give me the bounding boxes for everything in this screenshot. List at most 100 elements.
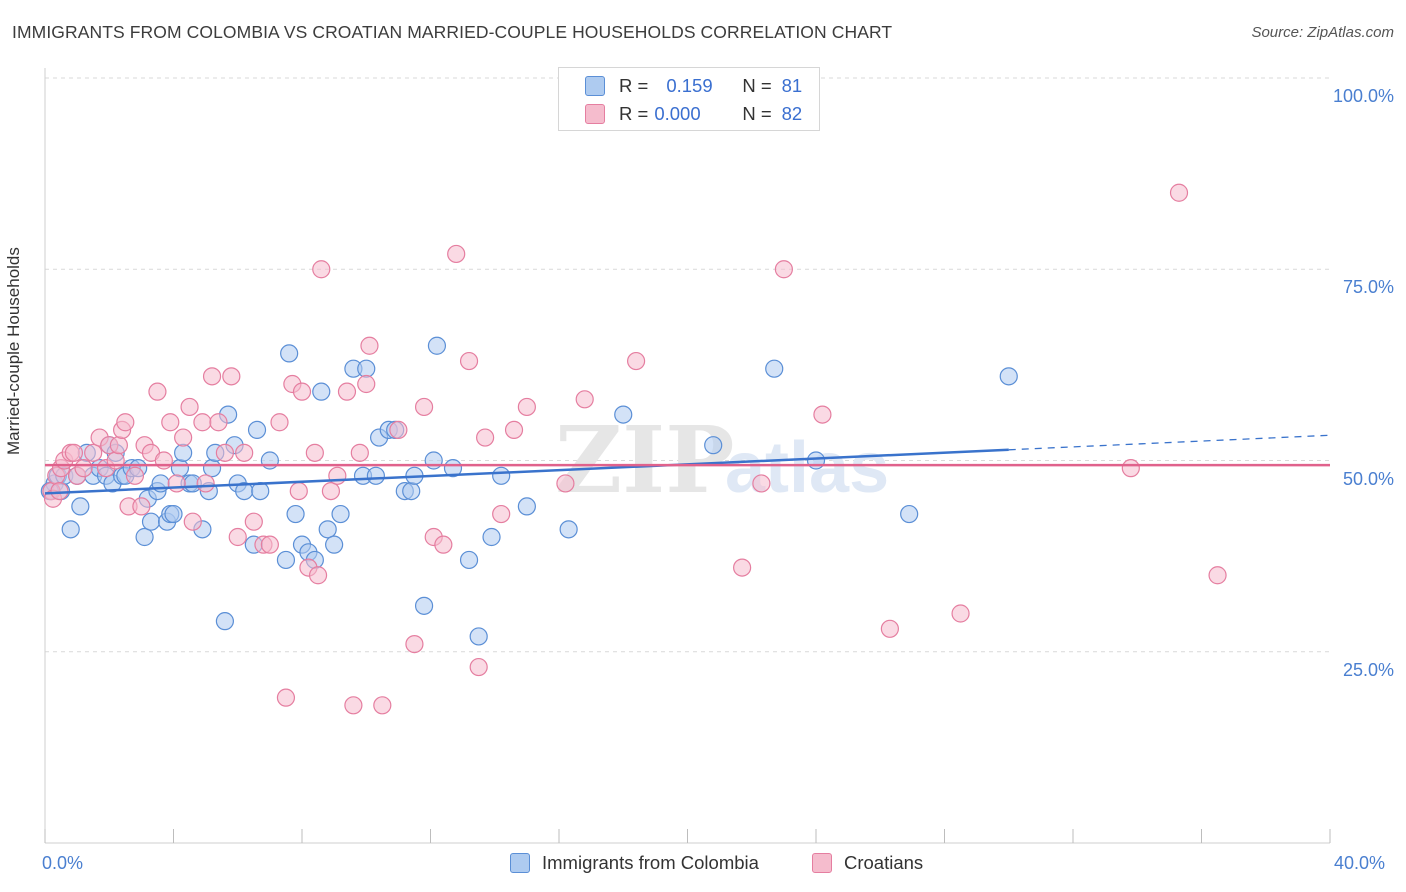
- legend-row-croatians: R = 0.000 N = 82: [559, 100, 802, 128]
- data-point: [215, 612, 234, 631]
- grid-lines: [45, 77, 1330, 653]
- data-point: [161, 413, 180, 432]
- data-point: [373, 696, 392, 715]
- legend-r-value: 0.159: [666, 75, 713, 96]
- data-point: [447, 244, 466, 264]
- data-point: [260, 451, 279, 470]
- svg-text:ZIP: ZIP: [555, 406, 734, 514]
- data-point: [154, 451, 173, 470]
- data-point: [125, 466, 145, 485]
- series-colombia-points: [40, 336, 1018, 646]
- data-point: [414, 397, 434, 417]
- legend-n-label: N =: [742, 103, 772, 124]
- data-point: [328, 466, 347, 485]
- data-point: [1169, 183, 1189, 202]
- data-point: [556, 474, 575, 493]
- data-point: [202, 459, 222, 478]
- legend-swatch-blue: [585, 76, 605, 96]
- data-point: [215, 443, 234, 462]
- data-point: [389, 420, 408, 439]
- data-point: [469, 627, 488, 646]
- data-point: [167, 474, 186, 493]
- legend-r-value: 0.000: [654, 103, 701, 124]
- data-point: [476, 428, 495, 447]
- y-tick-label: 100.0%: [1332, 86, 1394, 106]
- data-point: [174, 443, 193, 462]
- data-point: [366, 466, 385, 485]
- data-point: [308, 566, 328, 585]
- bottom-legend-label: Immigrants from Colombia: [542, 852, 759, 873]
- svg-text:atlas: atlas: [725, 428, 889, 508]
- data-point: [350, 443, 369, 462]
- data-point: [244, 512, 263, 531]
- data-point: [132, 497, 151, 516]
- correlation-legend: R = 0.159 N = 81 R = 0.000 N = 82: [558, 67, 820, 131]
- data-point: [292, 382, 312, 401]
- bottom-legend-croatians: Croatians: [812, 852, 923, 874]
- legend-r-label: R =: [619, 75, 649, 96]
- legend-n-value: 82: [781, 103, 803, 124]
- data-point: [459, 351, 479, 371]
- bottom-legend-swatch-pink: [812, 853, 832, 873]
- data-point: [459, 550, 479, 570]
- axes: [44, 68, 1331, 844]
- data-point: [900, 504, 919, 524]
- data-point: [280, 344, 299, 363]
- data-point: [84, 443, 103, 462]
- data-point: [1121, 459, 1140, 478]
- data-point: [999, 367, 1018, 386]
- trend-line-colombia-extension: [1008, 434, 1331, 451]
- data-point: [575, 390, 594, 409]
- data-point: [74, 459, 93, 478]
- legend-swatch-pink: [585, 104, 605, 124]
- data-point: [193, 413, 212, 432]
- data-point: [109, 436, 128, 455]
- data-point: [50, 482, 69, 501]
- data-point: [318, 520, 337, 539]
- data-point: [469, 657, 488, 677]
- data-point: [170, 459, 190, 478]
- data-point: [202, 367, 222, 386]
- data-point: [813, 405, 832, 424]
- data-point: [704, 436, 723, 455]
- y-tick-label: 50.0%: [1342, 468, 1394, 489]
- data-point: [148, 382, 167, 401]
- data-point: [765, 359, 784, 378]
- data-point: [321, 482, 341, 501]
- data-point: [235, 443, 254, 462]
- data-point: [141, 512, 161, 531]
- data-point: [424, 451, 443, 470]
- bottom-legend-label: Croatians: [844, 852, 924, 873]
- data-point: [106, 451, 125, 470]
- data-point: [517, 397, 536, 417]
- data-point: [517, 497, 536, 516]
- data-point: [64, 443, 84, 462]
- data-point: [61, 520, 80, 539]
- data-point: [614, 405, 633, 424]
- data-point: [247, 420, 267, 439]
- data-point: [427, 336, 447, 355]
- watermark: ZIP atlas: [555, 406, 889, 514]
- data-point: [492, 504, 511, 524]
- legend-row-colombia: R = 0.159 N = 81: [559, 72, 802, 100]
- data-point: [626, 351, 646, 371]
- data-point: [276, 550, 296, 570]
- series-croatians-points: [42, 183, 1227, 715]
- data-point: [286, 504, 305, 524]
- legend-r-label: R =: [619, 103, 649, 124]
- data-point: [434, 535, 453, 554]
- data-point: [559, 520, 578, 539]
- legend-n-label: N =: [742, 75, 772, 96]
- data-point: [774, 260, 793, 279]
- data-point: [331, 504, 350, 524]
- data-point: [482, 527, 501, 547]
- source-label: Source: ZipAtlas.com: [1251, 24, 1394, 41]
- data-point: [357, 359, 376, 378]
- data-point: [116, 413, 135, 432]
- chart-title: IMMIGRANTS FROM COLOMBIA VS CROATIAN MAR…: [12, 22, 893, 42]
- data-point: [405, 634, 424, 654]
- data-point: [414, 596, 434, 615]
- bottom-legend-swatch-blue: [510, 853, 530, 873]
- data-point: [164, 504, 183, 524]
- data-point: [357, 374, 376, 394]
